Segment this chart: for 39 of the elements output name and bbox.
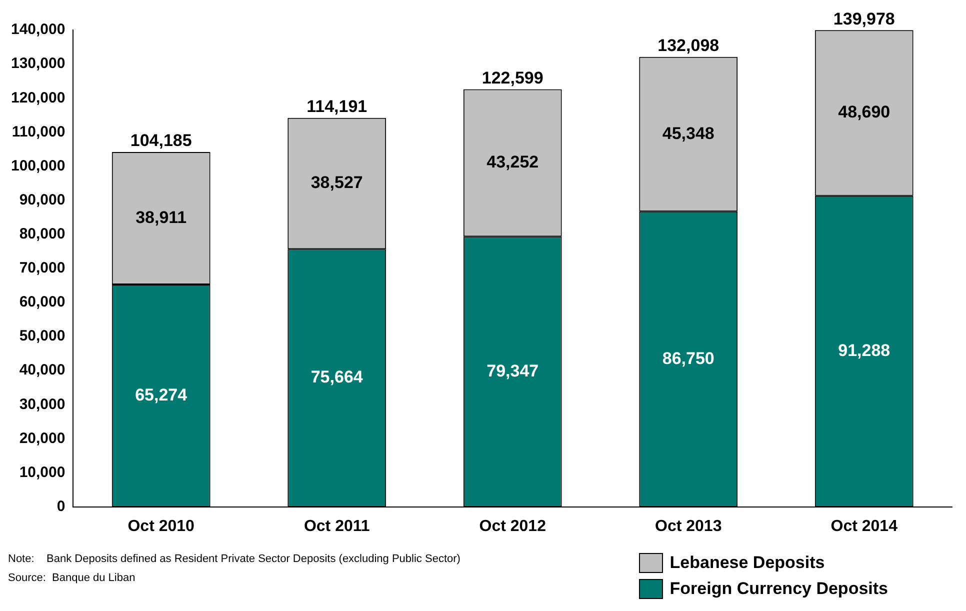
y-tick-label: 20,000	[19, 430, 66, 447]
data-label: 48,690	[838, 102, 890, 122]
data-label: 65,274	[135, 385, 188, 404]
y-tick-label: 30,000	[19, 396, 66, 413]
total-label: 122,599	[482, 68, 544, 88]
y-tick-label: 120,000	[10, 89, 66, 106]
data-label: 38,911	[136, 208, 187, 227]
data-label: 91,288	[838, 341, 890, 360]
legend-label: Lebanese Deposits	[670, 553, 825, 573]
text: Note: Bank Deposits defined as Resident Private Sector Deposits (excluding Public Sector)	[8, 552, 460, 567]
y-tick-label: 90,000	[19, 191, 66, 208]
source-note: Source: Banque du Liban	[8, 571, 136, 586]
y-tick-label: 50,000	[19, 328, 66, 345]
total-label: 114,191	[306, 97, 368, 116]
data-label: 79,347	[486, 361, 539, 380]
y-tick-label: 100,000	[10, 157, 66, 174]
data-label: 86,750	[662, 348, 714, 368]
total-label: 132,098	[658, 36, 720, 56]
y-tick-label: 110,000	[12, 123, 66, 140]
data-label: 38,527	[310, 173, 363, 192]
x-tick-label: Oct 2012	[479, 518, 546, 535]
x-tick-label: Oct 2013	[655, 518, 722, 535]
data-label: 75,664	[310, 368, 364, 387]
total-label: 104,185	[130, 131, 192, 150]
y-tick-label: 60,000	[19, 294, 66, 311]
y-tick-label: 130,000	[10, 55, 66, 72]
y-tick-label: 0	[56, 498, 66, 515]
data-label: 43,252	[486, 152, 539, 172]
total-label: 139,978	[833, 9, 895, 28]
x-tick-label: Oct 2011	[304, 518, 370, 535]
y-tick-label: 70,000	[19, 260, 66, 277]
data-label: 45,348	[662, 124, 714, 143]
y-tick-label: 10,000	[19, 464, 66, 481]
x-tick-label: Oct 2010	[128, 518, 195, 535]
legend-label: Foreign Currency Deposits	[670, 579, 888, 599]
y-tick-label: 40,000	[19, 362, 66, 379]
y-tick-label: 140,000	[10, 21, 66, 38]
y-tick-label: 80,000	[19, 225, 66, 242]
x-tick-label: Oct 2014	[830, 518, 898, 535]
